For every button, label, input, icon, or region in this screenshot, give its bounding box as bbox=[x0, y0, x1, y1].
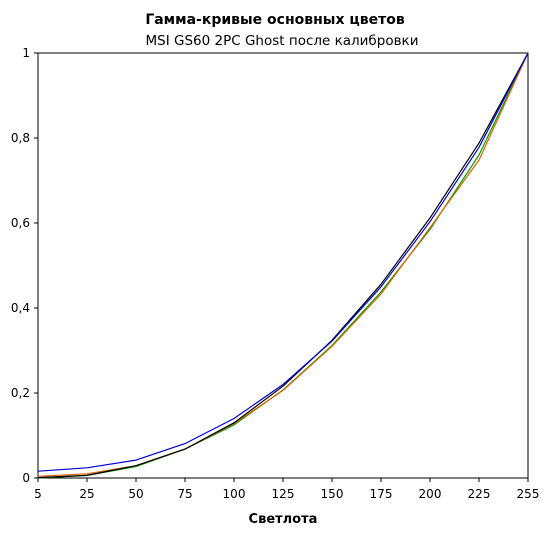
series-line-2 bbox=[37, 52, 529, 477]
plot-area bbox=[37, 52, 529, 479]
x-axis-label: Светлота bbox=[249, 512, 318, 527]
series-layer bbox=[37, 52, 529, 479]
series-line-1 bbox=[37, 52, 529, 479]
x-tick-label: 175 bbox=[370, 487, 393, 501]
x-tick-label: 200 bbox=[419, 487, 442, 501]
chart-title: Гамма-кривые основных цветов bbox=[145, 12, 405, 28]
x-tick-label: 100 bbox=[223, 487, 246, 501]
series-line-4 bbox=[37, 52, 529, 472]
y-tick-label: 0,6 bbox=[11, 216, 30, 230]
y-axis: 0 0,2 0,4 0,6 0,8 1 bbox=[11, 46, 38, 485]
x-axis: 5 25 50 75 100 125 150 175 200 225 255 bbox=[34, 478, 539, 501]
y-tick-label: 0 bbox=[22, 471, 30, 485]
x-tick-label: 25 bbox=[79, 487, 94, 501]
x-tick-label: 50 bbox=[128, 487, 143, 501]
x-tick-label: 125 bbox=[272, 487, 295, 501]
plot-border bbox=[37, 52, 529, 479]
y-tick-label: 1 bbox=[22, 46, 30, 60]
x-tick-label: 225 bbox=[468, 487, 491, 501]
x-tick-label: 150 bbox=[321, 487, 344, 501]
x-tick-label: 5 bbox=[34, 487, 42, 501]
x-tick-label: 75 bbox=[177, 487, 192, 501]
chart-subtitle: MSI GS60 2PC Ghost после калибровки bbox=[146, 33, 419, 49]
x-tick-label: 255 bbox=[517, 487, 540, 501]
y-tick-label: 0,4 bbox=[11, 301, 30, 315]
y-tick-label: 0,8 bbox=[11, 131, 30, 145]
y-tick-label: 0,2 bbox=[11, 386, 30, 400]
series-line-3 bbox=[37, 52, 529, 479]
